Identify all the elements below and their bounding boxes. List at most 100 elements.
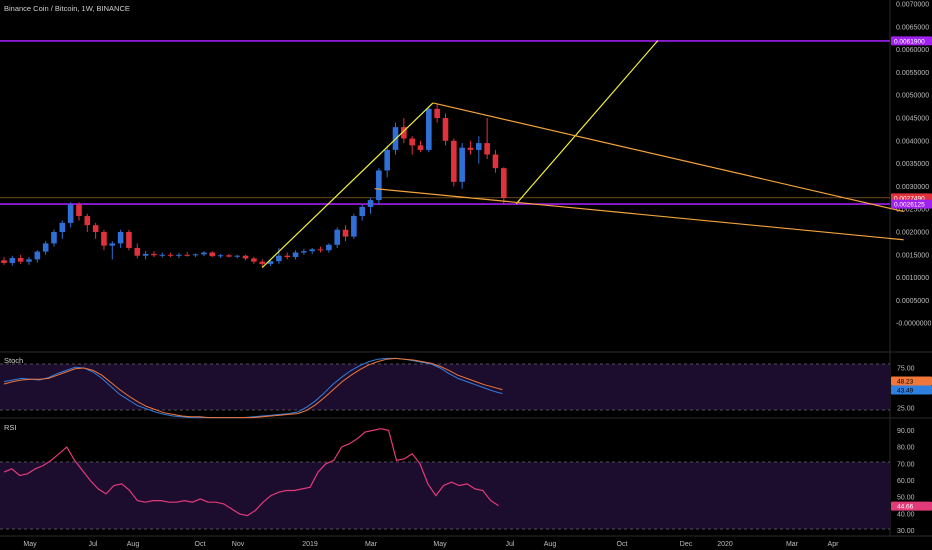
candle-body <box>101 232 107 246</box>
candle-body <box>351 216 357 237</box>
rsi-axis-tick: 30.00 <box>897 528 915 535</box>
stoch-value-label: 48.23 <box>897 379 914 386</box>
price-axis-tick: 0.0025000 <box>896 207 929 214</box>
candle-body <box>459 147 465 182</box>
candle-body <box>201 252 207 255</box>
candle-body <box>309 249 316 252</box>
candle-body <box>192 254 199 256</box>
candle-body <box>76 204 82 217</box>
price-axis-tick: 0.0050000 <box>896 93 929 100</box>
candle-body <box>359 206 365 217</box>
candle-body <box>484 143 490 155</box>
rsi-axis-tick: 80.00 <box>897 445 915 452</box>
time-axis-tick: Nov <box>232 541 245 548</box>
time-axis-tick: Oct <box>617 541 628 548</box>
rsi-axis-tick: 70.00 <box>897 461 915 468</box>
candle-body <box>334 229 340 245</box>
candle-body <box>501 168 507 198</box>
candle-body <box>417 145 424 150</box>
rsi-title: RSI <box>4 423 17 432</box>
price-axis-tick: 0.0040000 <box>896 138 929 145</box>
candle-body <box>401 127 407 139</box>
rsi-value-label: 44.66 <box>897 504 914 511</box>
rsi-band <box>0 462 890 529</box>
stoch-axis-tick: 25.00 <box>897 406 915 413</box>
rsi-series <box>3 428 499 517</box>
candle-body <box>284 255 291 258</box>
time-axis-tick: Apr <box>828 541 840 548</box>
rsi-axis-tick: 40.00 <box>897 511 915 518</box>
time-axis-tick: Oct <box>195 541 206 548</box>
price-axis-tick: 0.0015000 <box>896 252 929 259</box>
candle-body <box>451 140 457 182</box>
trend-line <box>374 188 904 241</box>
candle-body <box>326 244 332 251</box>
candle-body <box>151 253 157 256</box>
candle-body <box>142 253 149 256</box>
trend-line <box>261 102 434 268</box>
candle-body <box>259 261 266 264</box>
price-axis-tick: 0.0045000 <box>896 116 929 123</box>
candle-body <box>267 261 274 264</box>
time-axis-tick: May <box>433 541 447 548</box>
candle-body <box>9 257 16 264</box>
stoch-value-tag <box>891 376 932 386</box>
price-axis-tick: 0.0035000 <box>896 161 929 168</box>
price-axis-tick: 0.0030000 <box>896 184 929 191</box>
candle-body <box>426 108 432 150</box>
candle-body <box>376 170 382 201</box>
candle-body <box>92 225 99 232</box>
time-axis-tick: Aug <box>544 541 557 548</box>
price-axis-tick: 0.0055000 <box>896 70 929 77</box>
candle-body <box>134 247 141 256</box>
candle-body <box>126 232 132 248</box>
candle-body <box>51 232 57 244</box>
time-axis-tick: 2019 <box>302 541 318 548</box>
price-axis-tick: 0.0070000 <box>896 2 929 9</box>
candle-body <box>1 260 7 264</box>
candle-body <box>34 251 41 260</box>
time-axis-tick: Jul <box>506 541 515 548</box>
candle-body <box>276 255 282 262</box>
candle-body <box>234 255 241 257</box>
candle-body <box>492 154 499 169</box>
candle-body <box>26 259 32 262</box>
stoch-axis-tick: 75.00 <box>897 366 915 373</box>
time-axis-tick: Mar <box>786 541 799 548</box>
price-tag-label: 0.0027490 <box>894 195 925 202</box>
candle-body <box>209 252 216 257</box>
candle-body <box>117 232 124 244</box>
candle-body <box>242 255 249 259</box>
candle-body <box>167 254 174 256</box>
rsi-axis-tick: 90.00 <box>897 428 915 435</box>
candle-body <box>42 243 49 252</box>
time-axis-tick: 2020 <box>717 541 733 548</box>
stoch-series-D <box>3 357 503 419</box>
candle-body <box>84 216 91 226</box>
stoch-value-label: 43.49 <box>897 388 914 395</box>
candle-body <box>292 252 299 258</box>
candle-body <box>17 257 24 262</box>
candle-body <box>301 251 307 253</box>
candle-body <box>184 254 191 256</box>
chart-title: Binance Coin / Bitcoin, 1W, BINANCE <box>4 4 130 13</box>
candle-body <box>367 200 374 207</box>
stoch-value-tag <box>891 385 932 395</box>
candle-body <box>226 255 232 257</box>
candle-body <box>317 249 324 251</box>
price-axis-tick: -0.0000000 <box>896 321 932 328</box>
trend-line <box>515 40 659 205</box>
price-tag-box <box>891 199 932 209</box>
candle-body <box>217 255 224 257</box>
rsi-value-tag <box>891 501 932 511</box>
time-axis-tick: Mar <box>365 541 378 548</box>
stoch-series-K <box>3 357 503 419</box>
time-axis-tick: May <box>23 541 37 548</box>
rsi-axis-tick: 60.00 <box>897 478 915 485</box>
candle-body <box>342 229 349 237</box>
candle-body <box>467 147 474 150</box>
price-tag-label: 0.0026125 <box>894 202 925 209</box>
candle-body <box>442 118 449 141</box>
